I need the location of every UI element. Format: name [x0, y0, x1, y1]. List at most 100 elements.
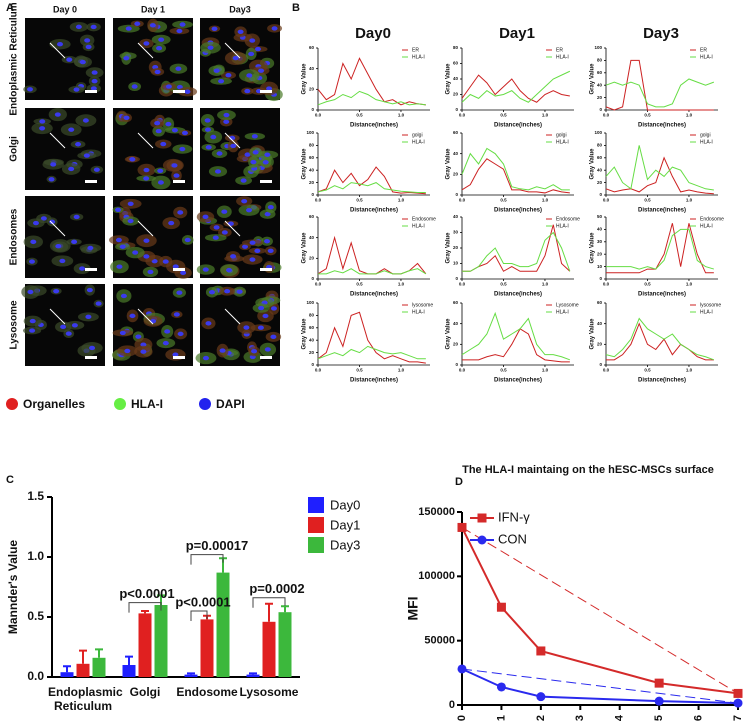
y-tick-label: 60: [597, 70, 603, 75]
nucleus: [91, 78, 98, 84]
legend-label: CON: [498, 531, 527, 546]
legend-label: HLA-I: [700, 309, 713, 315]
micrograph: [199, 18, 283, 102]
profile-line: [137, 220, 154, 237]
micrograph: [21, 284, 105, 366]
nucleus: [147, 269, 154, 275]
y-tick-label: 0.5: [27, 609, 44, 623]
legend-label: HLA-I: [700, 54, 713, 60]
nucleus: [29, 328, 36, 333]
nucleus: [73, 87, 80, 92]
nucleus: [236, 289, 243, 294]
profile-line: [137, 308, 154, 325]
y-tick-label: 60: [309, 214, 315, 219]
series-line: [461, 311, 571, 361]
nucleus: [27, 87, 34, 92]
nucleus: [264, 211, 271, 217]
error-bar: [63, 665, 71, 673]
y-tick-label: 60: [309, 155, 315, 160]
nucleus: [119, 244, 126, 249]
panel-label: B: [292, 2, 300, 14]
x-tick-label: 0: [456, 715, 468, 721]
profile-line: [137, 42, 154, 59]
nucleus: [127, 218, 134, 224]
nucleus: [89, 345, 96, 351]
series-line: [606, 228, 714, 270]
y-tick-label: 0: [455, 192, 458, 197]
y-tick-label: 100: [594, 130, 602, 135]
legend-label: Day1: [330, 517, 360, 532]
legend-dot: [114, 398, 126, 410]
x-tick-label: 0.5: [500, 197, 507, 202]
nucleus: [48, 177, 55, 182]
nucleus: [162, 340, 169, 346]
series-line: [606, 322, 714, 361]
x-tick-label: 0.5: [500, 112, 507, 117]
x-tick-label: 7: [732, 715, 744, 721]
micrograph: [112, 284, 193, 366]
y-tick-label: 50000: [424, 635, 455, 647]
y-tick-label: 20: [453, 342, 459, 347]
nucleus: [39, 119, 46, 124]
x-tick-label: Endoplasmic Reticulum: [48, 685, 123, 713]
marker: [457, 522, 467, 532]
series-line: [318, 268, 427, 275]
nucleus: [84, 38, 91, 43]
y-tick-label: 20: [597, 180, 603, 185]
nucleus: [115, 207, 122, 212]
nucleus: [143, 254, 150, 259]
nucleus: [120, 293, 127, 299]
micrograph: [109, 196, 194, 279]
profile-line: [49, 42, 66, 59]
x-tick-label: 0.5: [356, 367, 363, 372]
x-tick-label: 1.0: [398, 112, 405, 117]
y-tick-label: 40: [309, 167, 315, 172]
scale-bar: [85, 268, 97, 271]
nucleus: [262, 160, 269, 165]
nucleus: [165, 84, 172, 89]
nucleus: [53, 288, 60, 294]
nucleus: [68, 127, 75, 132]
row-label: Endosomes: [9, 208, 20, 265]
legend-label: HLA-I: [556, 309, 569, 315]
scale-bar: [85, 90, 97, 93]
x-tick-label: 6: [692, 715, 704, 721]
nucleus: [157, 180, 164, 185]
y-tick-label: 20: [597, 251, 603, 256]
nucleus: [202, 267, 209, 272]
column-title: Day3: [643, 25, 679, 42]
y-tick-label: 40: [453, 151, 459, 156]
nucleus: [252, 150, 259, 155]
scale-bar: [260, 180, 272, 183]
nucleus: [210, 134, 217, 140]
nucleus: [79, 59, 86, 65]
y-tick-label: 60: [453, 61, 459, 66]
nucleus: [116, 264, 123, 269]
nucleus: [132, 250, 139, 255]
nucleus: [65, 331, 72, 336]
panel-label: A: [6, 2, 14, 14]
x-tick-label: 0.0: [459, 281, 466, 286]
y-tick-label: 0: [599, 192, 602, 197]
y-tick-label: 40: [453, 76, 459, 81]
nucleus: [202, 355, 209, 361]
x-tick-label: 5: [653, 715, 665, 721]
nucleus: [28, 259, 35, 264]
y-tick-label: 80: [309, 313, 315, 318]
nucleus: [168, 220, 175, 226]
nucleus: [124, 348, 131, 354]
x-tick-label: 0.0: [603, 197, 610, 202]
x-tick-label: Lysosome: [239, 685, 299, 699]
x-tick-label: 1.0: [398, 367, 405, 372]
y-tick-label: 0: [311, 192, 314, 197]
scale-bar: [85, 180, 97, 183]
bar: [278, 612, 292, 677]
nucleus: [264, 239, 271, 244]
y-tick-label: 0: [599, 362, 602, 367]
nucleus: [143, 176, 150, 181]
nucleus: [54, 112, 61, 117]
error-bar: [141, 610, 149, 614]
nucleus: [223, 119, 230, 124]
bar: [262, 621, 276, 677]
y-axis-label: Gray Value: [446, 63, 452, 95]
